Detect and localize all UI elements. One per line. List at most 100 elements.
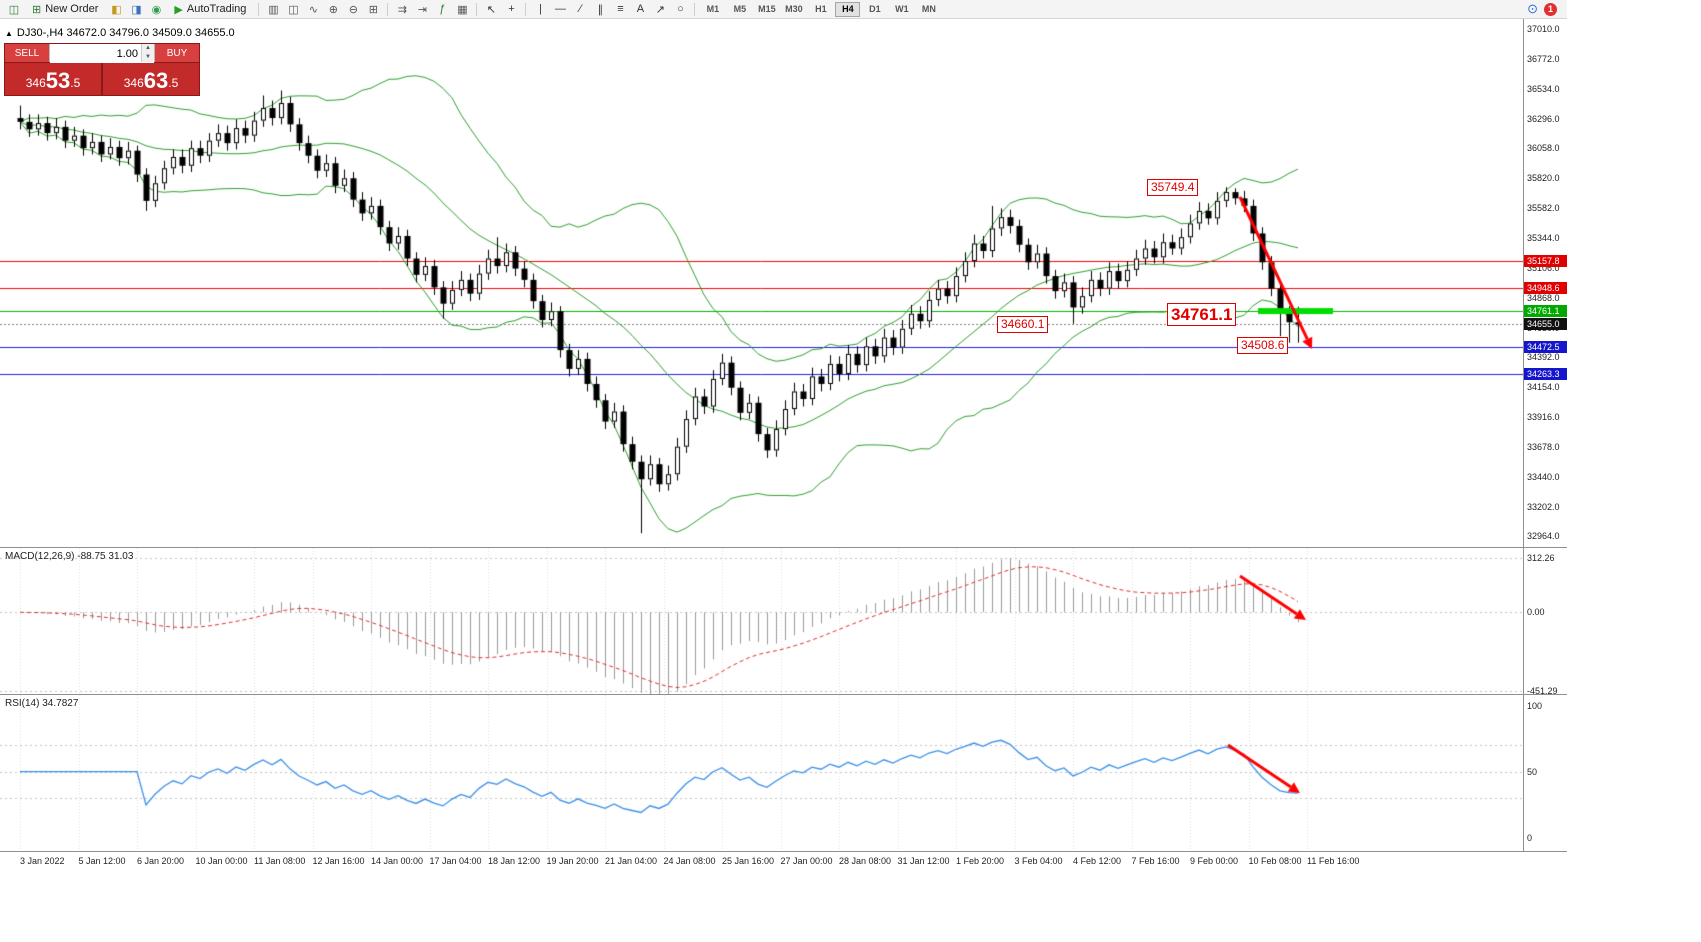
timeframe-h1-button[interactable]: H1 <box>815 4 827 14</box>
chart-shift-icon[interactable]: ⇥ <box>412 1 432 17</box>
price-annotation[interactable]: 34660.1 <box>997 316 1049 333</box>
crosshair-icon: + <box>508 3 515 15</box>
time-label: 10 Jan 00:00 <box>195 856 248 866</box>
timeframe-d1-button[interactable]: D1 <box>869 4 881 14</box>
data-window-icon[interactable]: ◨ <box>126 1 146 17</box>
buy-price-button[interactable]: 346 63.5 <box>103 63 199 95</box>
price-annotation[interactable]: 34508.6 <box>1237 337 1289 354</box>
rsi-panel: RSI(14) 34.7827 100 50 0 <box>0 695 1567 852</box>
arrow-tool-icon[interactable]: ↗ <box>650 1 670 17</box>
rsi-scale[interactable]: 100 50 0 <box>1523 695 1567 851</box>
timeframe-m1-button[interactable]: M1 <box>706 4 720 14</box>
main-chart-panel: ▲ DJ30-,H4 34672.0 34796.0 34509.0 34655… <box>0 19 1567 548</box>
text-tool-icon[interactable]: A <box>630 1 650 17</box>
timeframe-mn-button[interactable]: MN <box>921 4 936 14</box>
price-level-tag: 34948.6 <box>1524 281 1567 294</box>
sell-price-button[interactable]: 346 53.5 <box>5 63 101 95</box>
timeframe-h4-button[interactable]: H4 <box>835 1 861 17</box>
shapes-icon: ○ <box>677 3 684 15</box>
templates-icon[interactable]: ▦ <box>452 1 472 17</box>
fibonacci-icon[interactable]: ≡ <box>610 1 630 17</box>
price-annotation[interactable]: 35749.4 <box>1147 179 1199 196</box>
volume-input[interactable] <box>50 45 154 63</box>
candlestick-chart-icon: ◫ <box>288 3 299 16</box>
vertical-line-icon[interactable]: | <box>530 1 550 17</box>
horizontal-line-icon[interactable]: — <box>550 1 570 17</box>
price-tick: 36296.0 <box>1527 113 1560 124</box>
indicators-icon[interactable]: ƒ <box>432 1 452 17</box>
time-axis[interactable]: 3 Jan 2022 5 Jan 12:00 6 Jan 20:00 10 Jan 0… <box>0 852 1567 872</box>
macd-canvas[interactable] <box>0 548 1523 694</box>
new-chart-icon[interactable]: ◫ <box>4 1 24 17</box>
search-icon[interactable]: ⊙ <box>1527 1 1538 16</box>
price-tick: 37010.0 <box>1527 24 1560 35</box>
shapes-icon[interactable]: ○ <box>670 1 690 17</box>
market-watch-icon[interactable]: ◧ <box>106 1 126 17</box>
zoom-in-icon[interactable]: ⊕ <box>323 1 343 17</box>
price-tick: 33678.0 <box>1527 441 1560 452</box>
indicators-icon: ƒ <box>439 3 446 15</box>
time-label: 10 Feb 08:00 <box>1248 856 1302 866</box>
buy-button[interactable]: BUY <box>155 44 199 62</box>
market-watch-icon: ◧ <box>111 3 122 16</box>
toolbar-items: ◫ ⊞ New Order ◧ ◨ ◉ ▶ AutoTrading ▥ ◫ ∿ ⊕ ⊖ ⊞ ⇉ ⇥ ƒ ▦ ↖ + | —… <box>4 0 942 18</box>
time-label: 27 Jan 00:00 <box>780 856 833 866</box>
timeframe-w1-button[interactable]: W1 <box>895 4 909 14</box>
price-tick: 33916.0 <box>1527 412 1560 423</box>
macd-panel: MACD(12,26,9) -88.75 31.03 312.26 0.00 -45… <box>0 548 1567 695</box>
price-chart-canvas[interactable] <box>0 19 1523 547</box>
buy-price-big: 63 <box>143 68 169 93</box>
price-level-tag: 34263.3 <box>1524 367 1567 380</box>
price-tick: 36772.0 <box>1527 53 1560 64</box>
auto-scroll-icon[interactable]: ⇉ <box>392 1 412 17</box>
macd-scale[interactable]: 312.26 0.00 -451.29 <box>1523 548 1567 694</box>
price-tick: 34154.0 <box>1527 382 1560 393</box>
spinner-up-icon[interactable]: ▲ <box>142 44 154 53</box>
time-label: 28 Jan 08:00 <box>839 856 892 866</box>
rsi-axis-label: 0 <box>1527 832 1533 843</box>
trade-panel-toggle-icon[interactable]: ▲ <box>5 28 13 38</box>
notification-badge[interactable]: 1 <box>1544 2 1557 16</box>
volume-field: ▲ ▼ <box>49 44 155 63</box>
cursor-icon[interactable]: ↖ <box>481 1 501 17</box>
autotrading-icon: ▶ <box>174 3 183 16</box>
candlestick-chart-icon[interactable]: ◫ <box>283 1 303 17</box>
price-tick: 35820.0 <box>1527 173 1560 184</box>
vertical-line-icon: | <box>538 3 542 15</box>
channel-icon[interactable]: ∥ <box>590 1 610 17</box>
timeframe-m30-button[interactable]: M30 <box>785 4 803 14</box>
price-tick: 32964.0 <box>1527 531 1560 542</box>
volume-spinner: ▲ ▼ <box>141 44 154 62</box>
trendline-icon: ∕ <box>579 3 582 15</box>
price-annotation[interactable]: 34761.1 <box>1167 303 1237 327</box>
data-window-icon: ◨ <box>131 3 142 16</box>
line-chart-icon: ∿ <box>308 3 319 16</box>
time-label: 3 Jan 2022 <box>20 856 65 866</box>
spinner-down-icon[interactable]: ▼ <box>142 53 154 62</box>
navigator-icon[interactable]: ◉ <box>146 1 166 17</box>
sell-button[interactable]: SELL <box>5 44 49 62</box>
timeframe-m5-button[interactable]: M5 <box>733 4 747 14</box>
line-chart-icon[interactable]: ∿ <box>303 1 323 17</box>
autotrading-button-label: AutoTrading <box>186 3 247 15</box>
time-label: 9 Feb 00:00 <box>1190 856 1239 866</box>
crosshair-icon[interactable]: + <box>501 1 521 17</box>
tile-windows-icon[interactable]: ⊞ <box>363 1 383 17</box>
bar-chart-icon[interactable]: ▥ <box>263 1 283 17</box>
chart-shift-icon: ⇥ <box>417 3 428 16</box>
time-label: 31 Jan 12:00 <box>897 856 950 866</box>
price-scale[interactable]: 37010.0 36772.0 36534.0 36296.0 36058.0 35820… <box>1523 19 1567 547</box>
price-tick: 34868.0 <box>1527 292 1560 303</box>
trendline-icon[interactable]: ∕ <box>570 1 590 17</box>
toolbar-separator <box>525 2 527 16</box>
price-tick: 36058.0 <box>1527 143 1560 154</box>
zoom-out-icon[interactable]: ⊖ <box>343 1 363 17</box>
new-order-button[interactable]: ⊞ New Order <box>24 1 106 17</box>
auto-scroll-icon: ⇉ <box>397 3 408 16</box>
new-order-icon: ⊞ <box>32 3 42 16</box>
autotrading-button[interactable]: ▶ AutoTrading <box>166 1 254 17</box>
time-label: 1 Feb 20:00 <box>956 856 1005 866</box>
rsi-canvas[interactable] <box>0 695 1523 851</box>
timeframe-m15-button[interactable]: M15 <box>758 4 776 14</box>
rsi-axis-label: 100 <box>1527 700 1543 711</box>
